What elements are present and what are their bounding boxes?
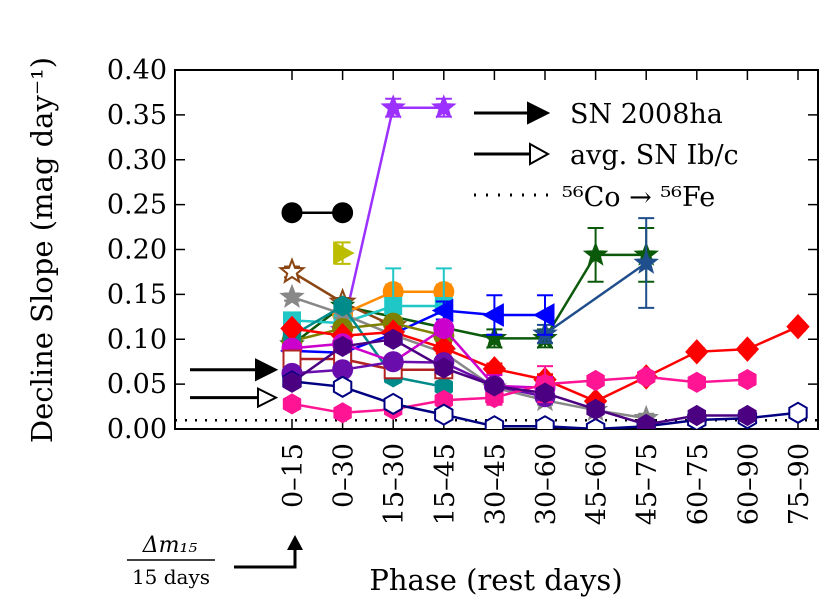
data-point xyxy=(738,404,757,427)
series-line xyxy=(291,375,748,415)
y-tick-label: 0.25 xyxy=(107,190,167,221)
series-line xyxy=(291,338,748,426)
x-tick-label: 30–45 xyxy=(480,443,511,525)
legend-label-avg-snibc: avg. SN Ib/c xyxy=(570,140,739,171)
y-axis-title: Decline Slope (mag day⁻¹) xyxy=(25,57,59,443)
dm15-numerator: Δm₁₅ xyxy=(142,533,198,558)
series-olive-triangles xyxy=(333,241,355,265)
x-tick-label: 15–30 xyxy=(379,443,410,525)
data-point xyxy=(586,369,605,392)
y-tick-label: 0.00 xyxy=(107,414,167,445)
data-point xyxy=(277,257,307,284)
data-point xyxy=(637,366,656,388)
legend: SN 2008ha avg. SN Ib/c ⁵⁶Co → ⁵⁶Fe xyxy=(474,99,739,213)
y-tick-label: 0.35 xyxy=(107,100,167,131)
data-point xyxy=(633,249,659,274)
data-point xyxy=(685,339,709,365)
y-tick-label: 0.10 xyxy=(107,324,167,355)
data-point xyxy=(382,351,404,373)
series-line xyxy=(292,357,444,372)
data-point xyxy=(333,295,352,317)
series-line xyxy=(291,304,445,389)
legend-filled-arrow-head xyxy=(527,101,551,125)
x-tick-label: 30–60 xyxy=(531,443,562,525)
data-point xyxy=(586,398,605,420)
data-point xyxy=(485,375,504,397)
dm15-pointer-head xyxy=(287,535,303,550)
series-line xyxy=(291,321,445,343)
data-point xyxy=(482,303,504,327)
x-tick-label: 45–75 xyxy=(632,443,663,525)
data-point xyxy=(788,401,808,424)
data-point xyxy=(481,324,508,350)
y-tick-label: 0.15 xyxy=(107,279,167,310)
legend-open-arrow-head xyxy=(529,142,551,166)
data-point xyxy=(786,313,810,340)
series-layer xyxy=(277,94,810,429)
dm15-denominator: 15 days xyxy=(132,565,210,589)
data-point xyxy=(484,415,505,429)
data-point xyxy=(735,336,760,362)
data-point xyxy=(431,94,457,119)
x-axis-title: Phase (rest days) xyxy=(369,563,622,597)
data-point xyxy=(333,335,352,357)
data-point xyxy=(532,303,555,327)
x-tick-label: 60–75 xyxy=(683,443,714,525)
data-point xyxy=(332,202,354,224)
y-tick-label: 0.30 xyxy=(107,145,167,176)
data-point xyxy=(282,371,302,393)
x-tick-label: 0–15 xyxy=(278,443,309,508)
data-point xyxy=(281,202,303,224)
arrow-open-head xyxy=(257,386,279,409)
x-tick-label: 15–45 xyxy=(430,443,461,525)
data-point xyxy=(333,402,352,424)
series-indigo-hexagons xyxy=(282,328,757,429)
data-point xyxy=(333,241,355,265)
data-point xyxy=(637,413,656,429)
legend-label-sn2008ha: SN 2008ha xyxy=(570,99,723,130)
dm15-pointer-line xyxy=(234,545,297,569)
series-line xyxy=(544,261,647,335)
data-point xyxy=(279,283,305,308)
arrow-filled-head xyxy=(255,358,279,382)
y-tick-label: 0.20 xyxy=(107,235,167,266)
axes-layer: 0.00 0.05 0.10 0.15 0.20 0.25 0.30 0.35 0.40 0–15… xyxy=(107,55,818,525)
data-point xyxy=(282,393,302,415)
legend-label-co-fe: ⁵⁶Co → ⁵⁶Fe xyxy=(562,182,715,213)
data-point xyxy=(383,392,403,416)
data-point xyxy=(434,357,453,379)
data-point xyxy=(384,328,403,350)
y-tick-label: 0.05 xyxy=(107,369,167,400)
data-point xyxy=(535,382,555,404)
series-black-circles xyxy=(281,202,354,224)
x-tick-label: 45–60 xyxy=(582,443,613,525)
y-tick-label: 0.40 xyxy=(107,55,167,86)
data-point xyxy=(433,317,455,339)
data-point xyxy=(535,415,555,429)
data-point xyxy=(687,371,706,393)
series-dark-red-squares xyxy=(282,349,454,380)
dm15-annotation: Δm₁₅ 15 days xyxy=(127,533,303,589)
data-point xyxy=(585,417,606,429)
data-point xyxy=(431,298,454,323)
x-tick-label: 75–90 xyxy=(784,443,815,525)
x-tick-label: 60–90 xyxy=(733,443,764,525)
data-point xyxy=(380,94,406,119)
x-tick-label: 0–30 xyxy=(329,443,360,508)
side-arrows xyxy=(190,358,279,409)
data-point xyxy=(332,375,353,398)
data-point xyxy=(582,241,609,266)
data-point xyxy=(384,297,403,316)
data-point xyxy=(687,404,706,427)
data-point xyxy=(434,403,454,426)
data-point xyxy=(738,369,757,391)
